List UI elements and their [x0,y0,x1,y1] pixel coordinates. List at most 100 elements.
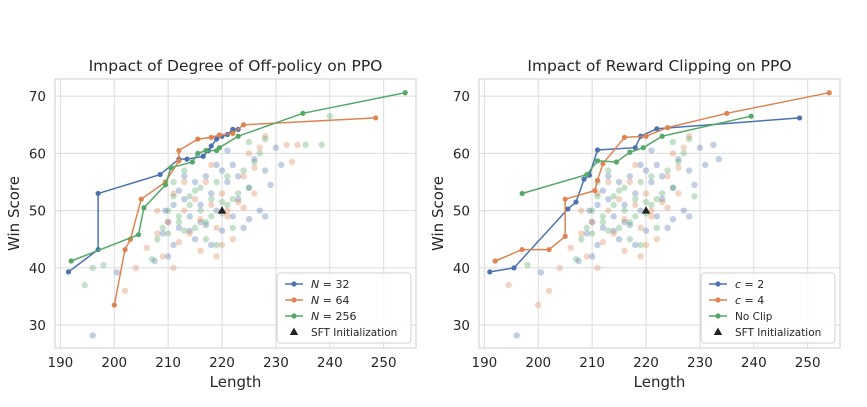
scatter-point [170,264,177,272]
scatter-point [234,195,242,203]
scatter-point [664,204,671,211]
series-point [184,156,190,162]
series-point [562,233,568,239]
scatter-point [658,190,666,197]
x-tick-label: 230 [687,355,713,371]
scatter-point [669,184,677,191]
chart-panel-2: 190 200 210 220 230 240 250 30 40 50 60 70 Length Win… [429,57,841,391]
plot-area [487,90,832,339]
scatter-series [121,133,301,294]
scatter-point [162,207,169,214]
scatter-point [637,224,644,232]
scatter-point [583,224,590,232]
legend-label: No Clip [735,311,773,323]
scatter-point [675,164,682,171]
scatter-point [175,218,183,226]
series-point [724,110,730,116]
series-point [208,134,214,140]
scatter-point [669,216,677,223]
scatter-point [653,161,661,169]
series-point [659,133,665,139]
scatter-point [653,213,661,220]
scatter-point [675,155,682,163]
legend-item: c = 4 [709,294,764,307]
scatter-point [621,201,628,209]
series-point [511,265,517,271]
series-point [300,110,306,116]
scatter-point [197,201,204,209]
scatter-point [159,224,166,232]
y-tick-label: 30 [453,318,470,334]
scatter-point [669,138,677,146]
x-tick-label: 240 [317,355,343,371]
scatter-point [213,161,220,169]
series-point [203,147,209,154]
scatter-point [234,173,242,180]
series-point [189,159,195,165]
scatter-point [642,241,650,249]
scatter-point [121,287,129,294]
series-point [654,126,660,132]
legend-item: N = 64 [285,294,349,307]
scatter-point [272,144,280,151]
scatter-point [680,150,687,157]
frontier-series [519,113,754,197]
scatter-point [245,150,253,157]
scatter-point [81,281,88,289]
scatter-point [175,224,183,232]
series-point [195,136,201,142]
scatter-point [181,207,188,214]
scatter-point [278,161,285,169]
scatter-point [191,195,199,203]
legend-marker [291,297,297,303]
scatter-point [159,230,166,237]
scatter-point [197,218,204,226]
scatter-point [181,167,188,174]
sft-marker [217,206,227,214]
scatter-point [615,178,623,186]
scatter-point [213,241,220,249]
scatter-point [186,230,193,237]
scatter-point [229,236,237,243]
frontier-series [492,90,832,264]
scatter-point [567,244,574,252]
scatter-point [637,253,644,260]
scatter-point [615,224,623,232]
x-tick-label: 250 [795,355,821,371]
series-point [235,133,241,139]
series-point [216,145,222,151]
series-point [162,182,169,188]
scatter-point [675,158,682,166]
series-point [240,122,247,128]
scatter-series [505,133,693,309]
scatter-point [151,257,158,265]
scatter-point [621,218,628,226]
scatter-point [578,230,585,237]
scatter-point [251,164,258,171]
scatter-point [89,264,96,272]
scatter-point [186,201,193,209]
scatter-point [240,167,247,174]
scatter-point [632,161,639,169]
frontier-series [68,90,408,264]
scatter-point [191,187,199,194]
scatter-point [594,201,601,209]
scatter-point [626,236,634,243]
plot-area [65,90,408,339]
scatter-point [626,173,634,180]
sft-marker [641,206,651,214]
grid [55,79,416,348]
scatter-point [213,253,220,260]
legend-box [276,272,412,344]
x-tick-label: 220 [633,355,659,371]
scatter-point [715,155,722,163]
scatter-point [664,167,671,174]
scatter-point [605,207,612,214]
series-point [519,246,525,253]
scatter-point [669,184,677,191]
scatter-point [170,190,177,197]
plot-frame [54,78,417,349]
legend-label: N = 256 [311,310,356,323]
